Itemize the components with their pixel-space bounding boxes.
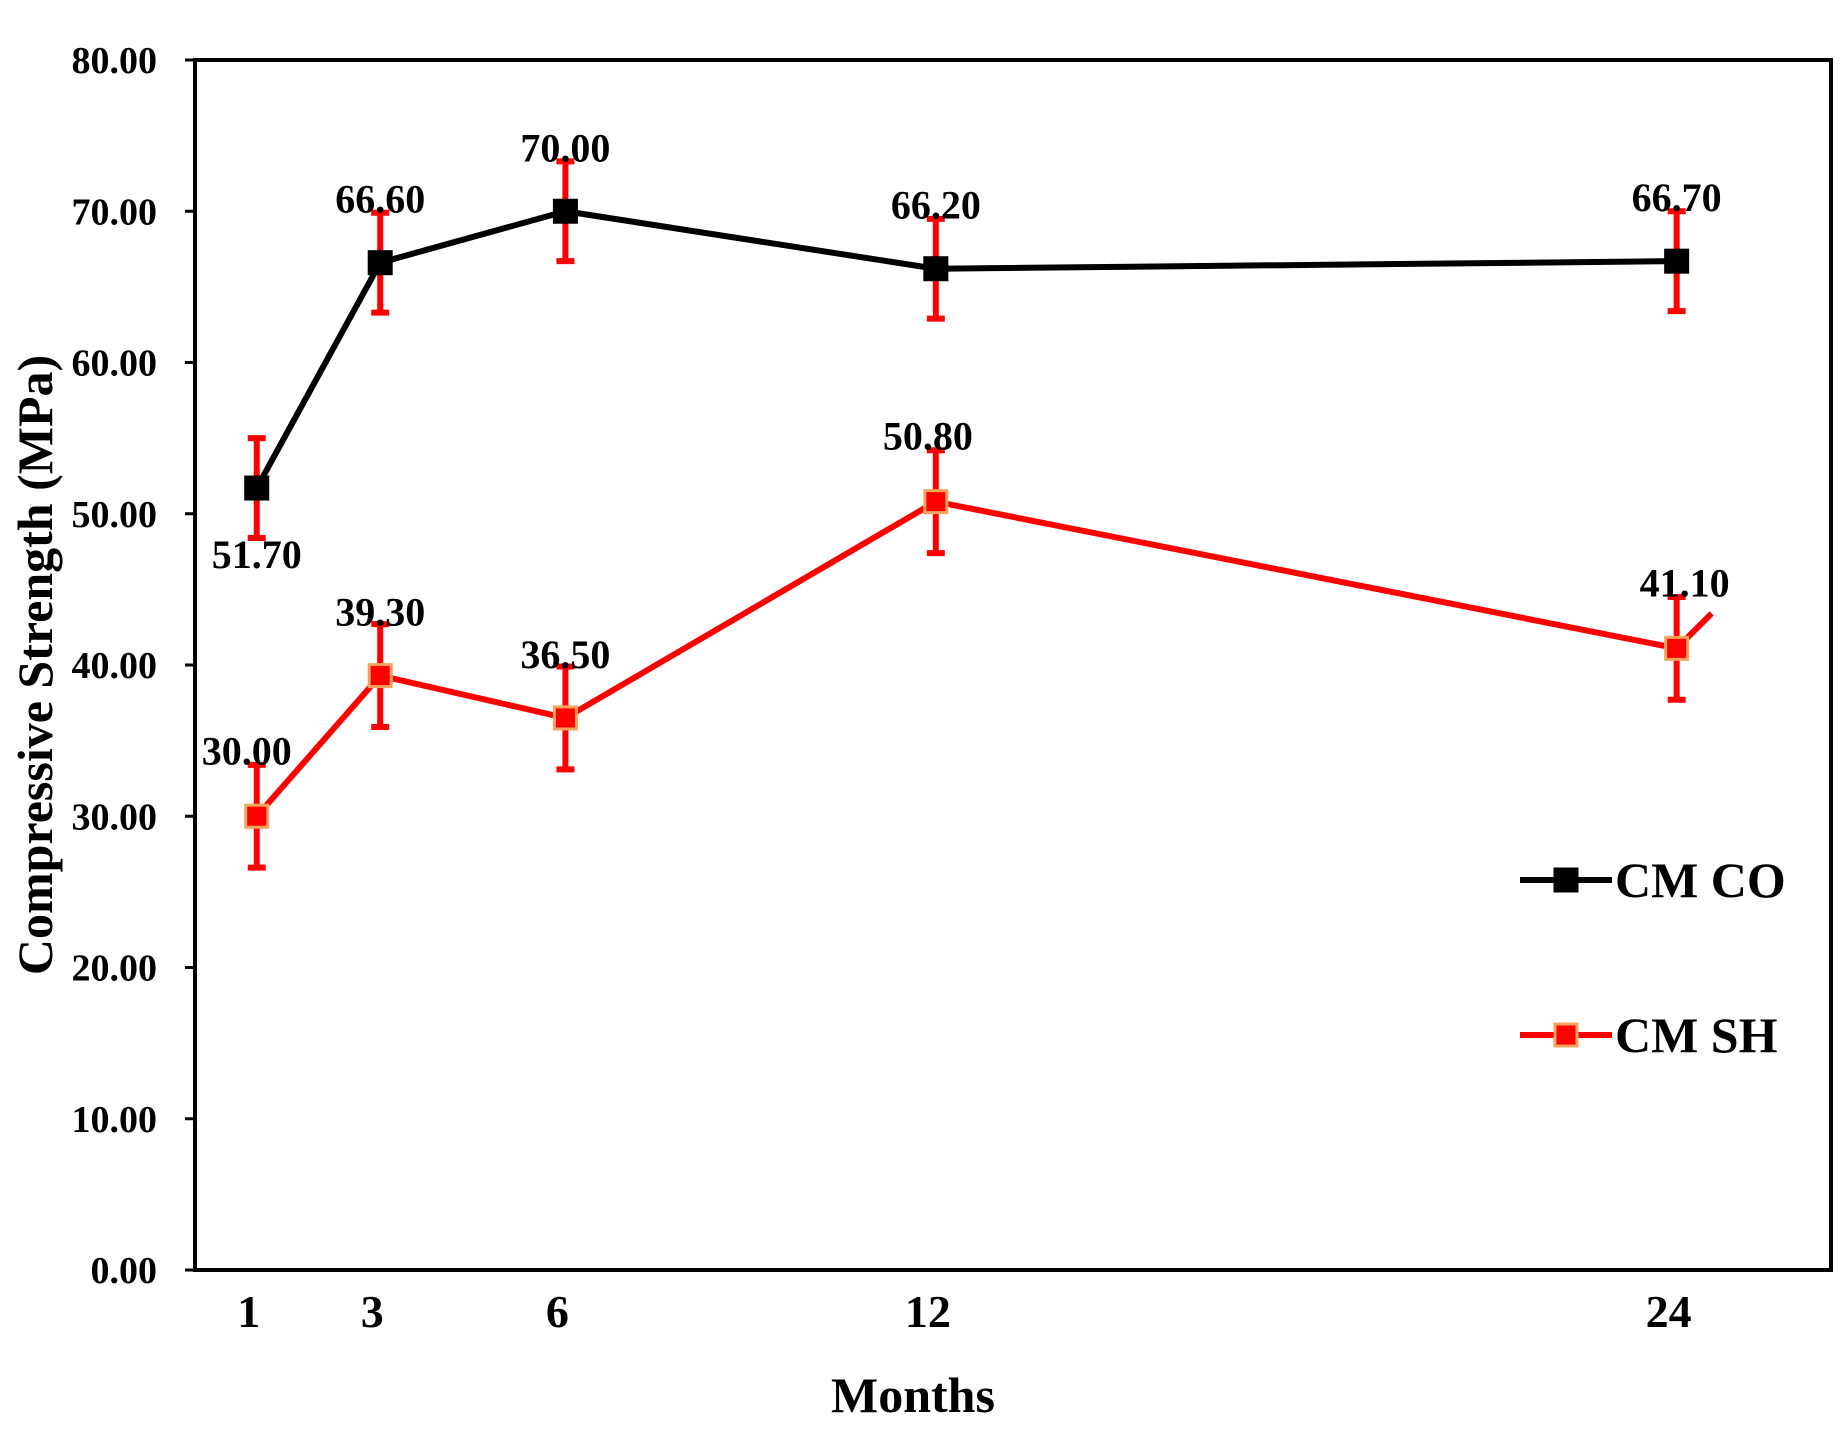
data-point-cm-co — [552, 198, 578, 224]
legend-marker — [1553, 867, 1579, 893]
x-tick-label: 24 — [1646, 1286, 1692, 1337]
y-tick-label: 40.00 — [72, 645, 158, 687]
series-layer: 51.70 66.60 70.00 66.20 66.70 30.00 39.30 36.50… — [202, 125, 1730, 871]
data-point-cm-sh — [244, 803, 270, 829]
data-point-cm-co — [244, 475, 270, 501]
data-point-cm-co — [367, 250, 393, 276]
legend-marker — [1553, 1022, 1579, 1048]
data-label: 66.60 — [335, 177, 425, 222]
data-label: 39.30 — [335, 590, 425, 635]
data-point-cm-co — [1664, 248, 1690, 274]
y-axis-title: Compressive Strength (MPa) — [7, 355, 63, 975]
y-tick-label: 20.00 — [72, 948, 158, 990]
y-tick-label: 60.00 — [72, 343, 158, 385]
x-axis-title: Months — [831, 1367, 995, 1423]
data-label: 51.70 — [212, 532, 302, 577]
series-line-cm-sh — [254, 498, 1714, 819]
data-label: 36.50 — [520, 632, 610, 677]
x-tick-label: 1 — [237, 1286, 260, 1337]
y-tick-label: 70.00 — [72, 191, 158, 233]
data-label: 66.70 — [1632, 175, 1722, 220]
y-axis-ticks: 0.00 10.00 20.00 30.00 40.00 50.00 60.00 70.00 8… — [72, 40, 195, 1292]
y-tick-label: 0.00 — [91, 1250, 158, 1292]
data-label: 41.10 — [1640, 560, 1730, 605]
x-tick-label: 3 — [361, 1286, 384, 1337]
data-point-cm-co — [923, 256, 949, 282]
data-point-cm-sh — [923, 489, 949, 515]
data-point-cm-sh — [1664, 635, 1690, 661]
x-axis-ticks: 1 3 6 12 24 — [237, 1286, 1691, 1337]
y-tick-label: 50.00 — [72, 494, 158, 536]
data-label: 66.20 — [891, 183, 981, 228]
y-tick-label: 10.00 — [72, 1099, 158, 1141]
legend-label: CM SH — [1615, 1007, 1778, 1063]
data-point-cm-sh — [552, 705, 578, 731]
y-tick-label: 80.00 — [72, 40, 158, 82]
data-label: 50.80 — [883, 414, 973, 459]
legend-label: CM CO — [1615, 852, 1786, 908]
legend: CM CO CM SH — [1520, 852, 1786, 1063]
data-label: 70.00 — [520, 125, 610, 170]
x-tick-label: 6 — [546, 1286, 569, 1337]
plot-frame — [193, 58, 1833, 1272]
x-tick-label: 12 — [905, 1286, 951, 1337]
data-label: 30.00 — [202, 728, 292, 773]
data-point-cm-sh — [367, 663, 393, 689]
y-tick-label: 30.00 — [72, 796, 158, 838]
